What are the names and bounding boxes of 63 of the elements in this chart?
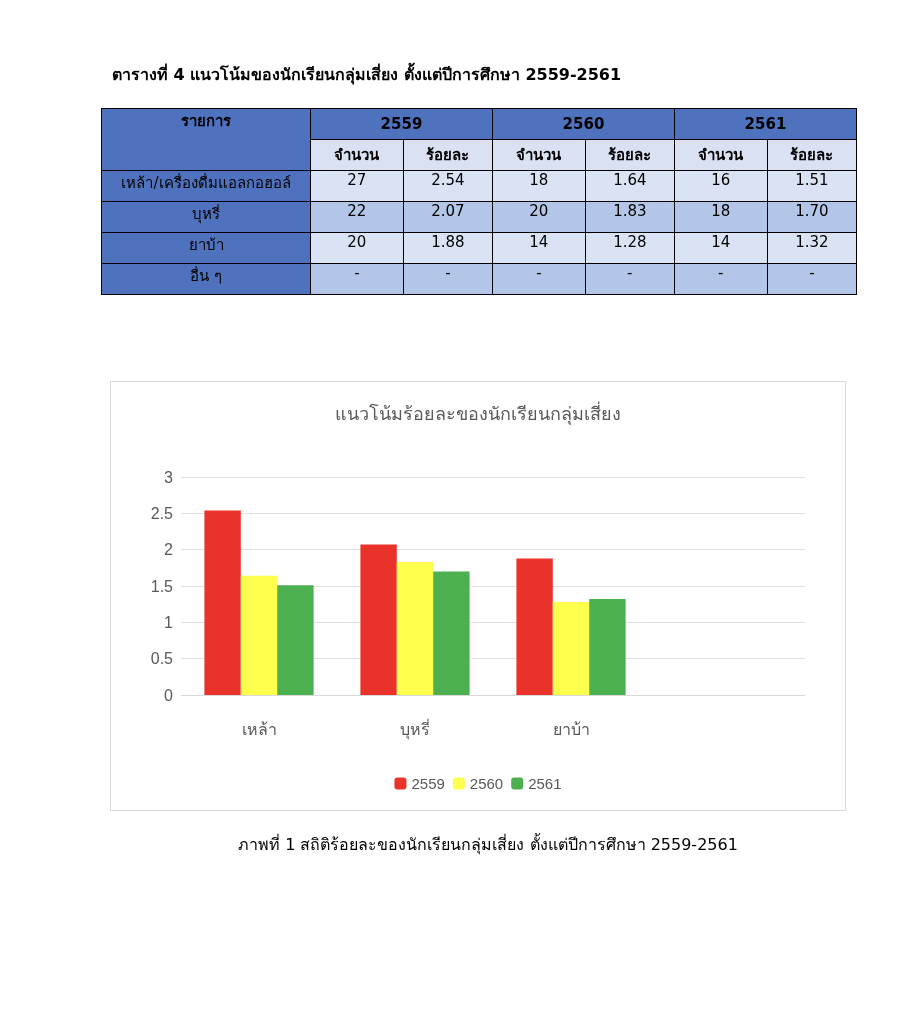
y-tick-label: 0.5 [150, 650, 174, 668]
text: จำนวน [492, 139, 586, 171]
text: จำนวน [674, 139, 768, 171]
text: ร้อยละ [585, 139, 675, 171]
y-tick-label: 1 [164, 613, 174, 631]
text: 22 [310, 201, 404, 233]
text: - [310, 263, 404, 295]
bar [277, 585, 314, 695]
text: ยาบ้า [101, 232, 311, 264]
text: 2.54 [403, 170, 493, 202]
text: 18 [674, 201, 768, 233]
y-tick-label: 1.5 [150, 577, 174, 595]
text: - [767, 263, 857, 295]
text: 20 [310, 232, 404, 264]
text: บุหรี่ [101, 201, 311, 233]
y-tick-label: 0 [164, 686, 174, 704]
x-tick-label: เหล้า [241, 720, 277, 738]
text: - [585, 263, 675, 295]
legend-label: 2561 [528, 775, 562, 792]
y-tick-label: 2 [164, 541, 174, 559]
bar [360, 544, 397, 695]
text: 2561 [674, 108, 857, 140]
bar [589, 599, 626, 695]
y-tick-label: 2.5 [150, 504, 174, 522]
x-tick-label: ยาบ้า [552, 720, 590, 738]
chart-title: แนวโน้มร้อยละของนักเรียนกลุ่มเสี่ยง [335, 401, 621, 425]
text: จำนวน [310, 139, 404, 171]
text: อื่น ๆ [101, 263, 311, 295]
bar [240, 575, 278, 695]
text: 18 [492, 170, 586, 202]
text: 2560 [492, 108, 675, 140]
text: 20 [492, 201, 586, 233]
text: 16 [674, 170, 768, 202]
text: 27 [310, 170, 404, 202]
bar [396, 562, 434, 695]
y-tick-label: 3 [164, 468, 174, 486]
text: 14 [492, 232, 586, 264]
text: ภาพที่ 1 สถิติร้อยละของนักเรียนกลุ่มเสี่ยง ตั้งแต่ปีการศึกษา 2559-2561 [237, 832, 739, 857]
text: 2559 [310, 108, 493, 140]
text: 1.83 [585, 201, 675, 233]
text: 1.51 [767, 170, 857, 202]
text: - [403, 263, 493, 295]
bar [433, 571, 470, 695]
text: 14 [674, 232, 768, 264]
bar [552, 601, 590, 695]
text: 2.07 [403, 201, 493, 233]
legend-label: 2560 [469, 775, 504, 792]
text: 1.64 [585, 170, 675, 202]
text: 1.28 [585, 232, 675, 264]
bar [516, 558, 553, 695]
text: - [492, 263, 586, 295]
legend-label: 2559 [411, 775, 445, 792]
text: 1.70 [767, 201, 857, 233]
text: ตารางที่ 4 แนวโน้มของนักเรียนกลุ่มเสี่ยง ตั้งแต่ปีการศึกษา 2559-2561 [112, 62, 622, 87]
text: - [674, 263, 768, 295]
bar [204, 510, 241, 695]
x-tick-label: บุหรี่ [400, 717, 430, 740]
text: เหล้า/เครื่องดื่มแอลกอฮอล์ [101, 170, 311, 202]
text: 1.32 [767, 232, 857, 264]
text: ร้อยละ [403, 139, 493, 171]
text: 1.88 [403, 232, 493, 264]
text: รายการ [101, 108, 311, 171]
text: ร้อยละ [767, 139, 857, 171]
